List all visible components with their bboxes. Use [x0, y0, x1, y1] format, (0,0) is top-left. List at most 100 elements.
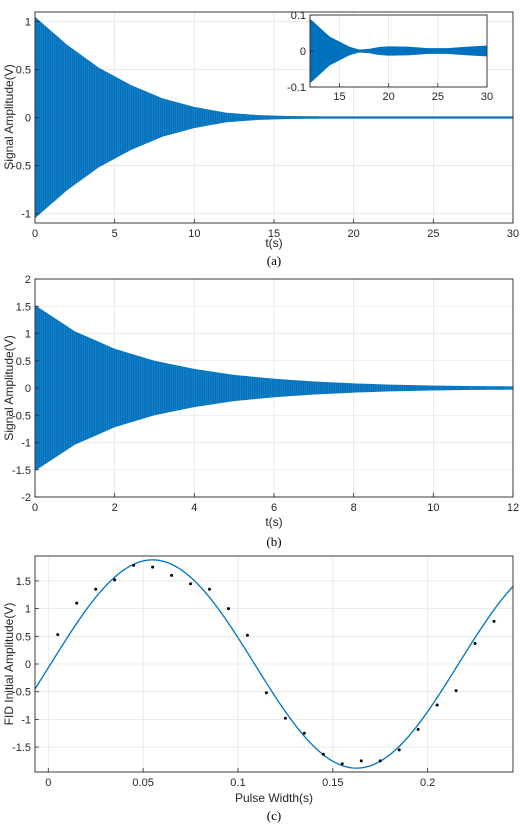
data-point — [378, 759, 382, 763]
panel-a-x-tick-label: 10 — [188, 228, 200, 240]
data-point — [170, 573, 174, 577]
panel-a-y-ticks: -1 -0.5 0 0.5 1 — [12, 17, 39, 220]
data-point — [226, 607, 230, 611]
panel-c-y-tick-label: 1.5 — [16, 576, 31, 588]
inset-x-tick-label: 20 — [383, 91, 395, 103]
panel-b-x-tick-label: 6 — [271, 502, 277, 514]
data-point — [56, 633, 60, 637]
data-point — [435, 703, 439, 707]
panel-c-x-label: Pulse Width(s) — [235, 791, 313, 805]
panel-c-data-points — [56, 563, 496, 766]
panel-c-x-tick-label: 0.05 — [132, 777, 153, 789]
panel-b-y-tick-label: 2 — [25, 274, 31, 286]
panel-b-y-tick-label: -0.5 — [12, 410, 31, 422]
panel-a-y-tick-label: 0 — [25, 113, 31, 125]
panel-a-x-label: t(s) — [265, 236, 282, 250]
panel-b-x-ticks: 0 2 4 6 8 10 12 — [32, 493, 519, 514]
data-point — [397, 748, 401, 752]
panel-b-x-tick-label: 10 — [427, 502, 439, 514]
panel-b-y-tick-label: -2 — [21, 492, 31, 504]
panel-b-x-tick-label: 0 — [32, 502, 38, 514]
data-point — [94, 587, 98, 591]
panel-a-y-tick-label: -0.5 — [12, 160, 31, 172]
data-point — [473, 642, 477, 646]
panel-c: 0 0.05 0.1 0.15 0.2 -1.5 -1 -0.5 0 0.5 1 1.5 Pulse… — [2, 555, 514, 823]
panel-b-y-label: Signal Amplitude(V) — [2, 335, 16, 440]
data-point — [454, 689, 458, 693]
data-point — [359, 759, 363, 763]
panel-a-x-ticks: 0 5 10 15 20 25 30 — [32, 219, 519, 240]
panel-b-x-tick-label: 12 — [507, 502, 519, 514]
panel-c-y-tick-label: 0.5 — [16, 631, 31, 643]
panel-a-x-tick-label: 0 — [32, 228, 38, 240]
panel-c-y-tick-label: -1.5 — [12, 742, 31, 754]
panel-b-y-tick-label: 0 — [25, 383, 31, 395]
panel-a-x-tick-label: 5 — [112, 228, 118, 240]
data-point — [132, 563, 136, 567]
inset-x-ticks: 15 20 25 30 — [333, 83, 493, 103]
panel-b-y-tick-label: -1 — [21, 438, 31, 450]
inset-signal-envelope — [310, 18, 487, 84]
panel-c-y-tick-label: 1 — [25, 604, 31, 616]
panel-b-signal-envelope — [35, 305, 513, 471]
panel-b-y-tick-label: 1.5 — [16, 301, 31, 313]
data-point — [75, 601, 79, 605]
data-point — [302, 731, 306, 735]
panel-a-y-tick-label: 1 — [25, 17, 31, 29]
panel-a-y-tick-label: 0.5 — [16, 65, 31, 77]
panel-c-x-ticks: 0 0.05 0.1 0.15 0.2 — [45, 768, 435, 789]
panel-a-x-tick-label: 30 — [507, 228, 519, 240]
data-point — [321, 752, 325, 756]
inset-y-tick-label: 0 — [300, 46, 306, 58]
panel-c-y-tick-label: 0 — [25, 659, 31, 671]
data-point — [416, 727, 420, 731]
panel-b-caption: (b) — [266, 534, 281, 549]
data-point — [492, 619, 496, 623]
data-point — [245, 633, 249, 637]
panel-c-x-tick-label: 0.15 — [322, 777, 343, 789]
panel-b-x-tick-label: 2 — [112, 502, 118, 514]
data-point — [113, 578, 117, 582]
panel-b-y-tick-label: 0.5 — [16, 356, 31, 368]
inset-y-tick-label: 0.1 — [291, 10, 306, 22]
panel-b-x-label: t(s) — [265, 515, 282, 529]
panel-a-signal-envelope — [35, 16, 513, 219]
panel-a-y-label: Signal Amplitude(V) — [2, 64, 16, 169]
panel-c-y-ticks: -1.5 -1 -0.5 0 0.5 1 1.5 — [12, 576, 39, 754]
panel-c-y-tick-label: -1 — [21, 714, 31, 726]
data-point — [283, 716, 287, 720]
panel-a-carrier-stripes — [35, 17, 288, 218]
data-point — [151, 565, 155, 569]
panel-a-x-tick-label: 25 — [427, 228, 439, 240]
panel-a-y-tick-label: -1 — [21, 208, 31, 220]
panel-b: 0 2 4 6 8 10 12 -2 -1.5 -1 -0.5 0 0.5 1 1.5 2 t(s) Sig… — [2, 274, 519, 549]
inset-y-tick-label: -0.1 — [287, 82, 306, 94]
panel-c-x-tick-label: 0.1 — [230, 777, 245, 789]
inset-x-tick-label: 25 — [432, 91, 444, 103]
panel-c-y-tick-label: -0.5 — [12, 687, 31, 699]
inset-x-tick-label: 15 — [333, 91, 345, 103]
panel-b-carrier-stripes — [35, 305, 512, 471]
panel-b-y-tick-label: -1.5 — [12, 465, 31, 477]
panel-a-x-tick-label: 20 — [348, 228, 360, 240]
panel-c-y-label: FID Initial Amplitude(V) — [2, 603, 16, 726]
panel-a: 0 5 10 15 20 25 30 -1 -0.5 0 0.5 1 t(s) Signal Amp… — [2, 10, 519, 268]
panel-c-x-tick-label: 0.2 — [420, 777, 435, 789]
panel-b-y-tick-label: 1 — [25, 329, 31, 341]
inset-y-ticks: -0.1 0 0.1 — [287, 10, 314, 94]
panel-a-caption: (a) — [267, 253, 281, 268]
data-point — [208, 587, 212, 591]
data-point — [264, 691, 268, 695]
panel-a-x-tick-label: 15 — [268, 228, 280, 240]
data-point — [189, 582, 193, 586]
panel-c-caption: (c) — [267, 808, 281, 823]
data-point — [340, 762, 344, 766]
panel-c-x-tick-label: 0 — [45, 777, 51, 789]
panel-c-grid — [35, 556, 513, 772]
panel-b-x-tick-label: 4 — [191, 502, 197, 514]
panel-b-x-tick-label: 8 — [351, 502, 357, 514]
panel-b-y-ticks: -2 -1.5 -1 -0.5 0 0.5 1 1.5 2 — [12, 274, 39, 504]
inset-x-tick-label: 30 — [481, 91, 493, 103]
panel-c-fit-curve — [34, 559, 514, 769]
